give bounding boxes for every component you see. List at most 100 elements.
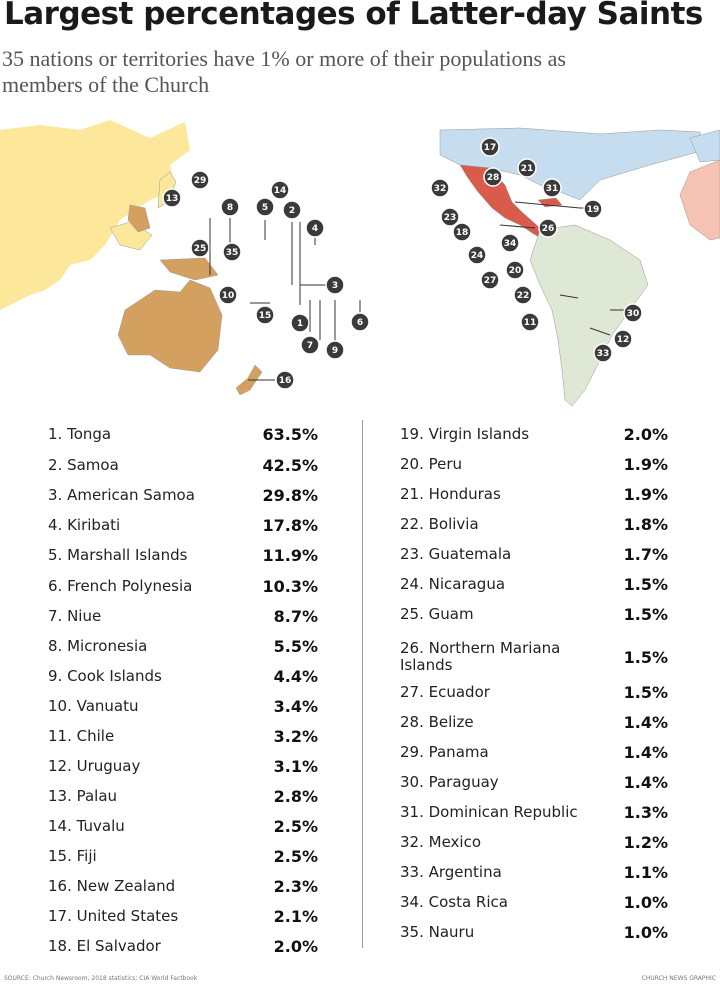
country-percentage: 1.1%	[623, 863, 668, 882]
svg-text:26: 26	[542, 224, 555, 234]
list-item: 31. Dominican Republic 1.3%	[400, 803, 668, 822]
source-note: SOURCE: Church Newsroom, 2018 statistics…	[4, 975, 198, 982]
map-marker-22: 22	[513, 285, 533, 305]
country-percentage: 2.0%	[273, 937, 318, 956]
country-name: 24. Nicaragua	[400, 575, 506, 593]
country-name: 30. Paraguay	[400, 773, 499, 791]
svg-text:22: 22	[517, 291, 530, 301]
map-marker-11: 11	[520, 312, 540, 332]
country-percentage: 2.3%	[273, 877, 318, 896]
new-guinea-landmass	[159, 257, 219, 281]
greenland-landmass	[689, 129, 720, 163]
svg-text:6: 6	[357, 318, 363, 328]
map-marker-3: 3	[325, 275, 345, 295]
country-name: 20. Peru	[400, 455, 463, 473]
list-item: 21. Honduras 1.9%	[400, 485, 668, 504]
svg-text:19: 19	[587, 205, 600, 215]
map-marker-28: 28	[483, 167, 503, 187]
map-marker-21: 21	[517, 158, 537, 178]
svg-text:14: 14	[274, 186, 287, 196]
list-item: 17. United States 2.1%	[48, 907, 318, 926]
country-name: 34. Costa Rica	[400, 893, 508, 911]
svg-text:31: 31	[546, 184, 559, 194]
svg-text:5: 5	[262, 203, 268, 213]
list-item: 27. Ecuador 1.5%	[400, 683, 668, 702]
country-percentage: 1.2%	[623, 833, 668, 852]
svg-text:29: 29	[194, 176, 207, 186]
country-name: 13. Palau	[48, 787, 118, 805]
country-name: 22. Bolivia	[400, 515, 479, 533]
country-percentage: 1.4%	[623, 743, 668, 762]
list-item: 18. El Salvador 2.0%	[48, 937, 318, 956]
country-percentage: 2.5%	[273, 817, 318, 836]
svg-text:27: 27	[484, 276, 497, 286]
australia-landmass	[117, 279, 223, 373]
list-item: 13. Palau 2.8%	[48, 787, 318, 806]
country-name: 15. Fiji	[48, 847, 97, 865]
country-percentage: 10.3%	[262, 577, 318, 596]
list-item: 2. Samoa 42.5%	[48, 456, 318, 475]
svg-text:34: 34	[504, 239, 517, 249]
map-marker-33: 33	[593, 343, 613, 363]
map-marker-29: 29	[190, 170, 210, 190]
country-percentage: 2.0%	[623, 425, 668, 444]
list-item: 19. Virgin Islands 2.0%	[400, 425, 668, 444]
svg-text:1: 1	[297, 319, 303, 329]
country-name: 19. Virgin Islands	[400, 425, 530, 443]
country-percentage: 4.4%	[273, 667, 318, 686]
country-name: 7. Niue	[48, 607, 102, 625]
country-name: 5. Marshall Islands	[48, 546, 188, 564]
africa-landmass	[679, 159, 720, 241]
svg-text:2: 2	[289, 206, 295, 216]
map-marker-14: 14	[270, 180, 290, 200]
map-marker-17: 17	[480, 137, 500, 157]
list-item: 7. Niue 8.7%	[48, 607, 318, 626]
country-name: 26. Northern Mariana Islands	[400, 639, 561, 674]
map-marker-24: 24	[467, 245, 487, 265]
country-percentage: 2.1%	[273, 907, 318, 926]
map-marker-6: 6	[350, 312, 370, 332]
country-name: 28. Belize	[400, 713, 474, 731]
country-percentage: 1.4%	[623, 773, 668, 792]
svg-text:4: 4	[312, 224, 318, 234]
map-marker-1: 1	[290, 313, 310, 333]
list-item: 24. Nicaragua 1.5%	[400, 575, 668, 594]
country-percentage: 1.3%	[623, 803, 668, 822]
svg-text:21: 21	[521, 164, 534, 174]
svg-text:8: 8	[227, 203, 233, 213]
country-percentage: 63.5%	[262, 425, 318, 444]
country-name: 23. Guatemala	[400, 545, 512, 563]
country-percentage: 42.5%	[262, 456, 318, 475]
country-name: 12. Uruguay	[48, 757, 141, 775]
svg-text:7: 7	[307, 341, 313, 351]
map-marker-2: 2	[282, 200, 302, 220]
map-marker-20: 20	[505, 260, 525, 280]
list-item: 4. Kiribati 17.8%	[48, 516, 318, 535]
map-marker-27: 27	[480, 270, 500, 290]
country-percentage: 1.4%	[623, 713, 668, 732]
south-america-landmass	[529, 224, 649, 407]
country-name: 6. French Polynesia	[48, 577, 193, 595]
svg-text:16: 16	[279, 376, 292, 386]
map-marker-32: 32	[430, 178, 450, 198]
list-item: 25. Guam 1.5%	[400, 605, 668, 624]
list-item: 3. American Samoa 29.8%	[48, 486, 318, 505]
country-name: 29. Panama	[400, 743, 489, 761]
country-name: 8. Micronesia	[48, 637, 148, 655]
country-percentage: 1.7%	[623, 545, 668, 564]
svg-text:15: 15	[259, 311, 272, 321]
country-percentage: 17.8%	[262, 516, 318, 535]
asia-landmass	[0, 120, 190, 310]
map-marker-4: 4	[305, 218, 325, 238]
country-percentage: 3.4%	[273, 697, 318, 716]
list-item: 9. Cook Islands 4.4%	[48, 667, 318, 686]
country-name: 3. American Samoa	[48, 486, 195, 504]
column-divider	[362, 420, 363, 948]
page-title: Largest percentages of Latter-day Saints	[4, 0, 703, 32]
list-item: 33. Argentina 1.1%	[400, 863, 668, 882]
map-marker-12: 12	[613, 329, 633, 349]
map-marker-23: 23	[440, 207, 460, 227]
map-marker-13: 13	[162, 188, 182, 208]
country-name: 4. Kiribati	[48, 516, 121, 534]
map-marker-7: 7	[300, 335, 320, 355]
